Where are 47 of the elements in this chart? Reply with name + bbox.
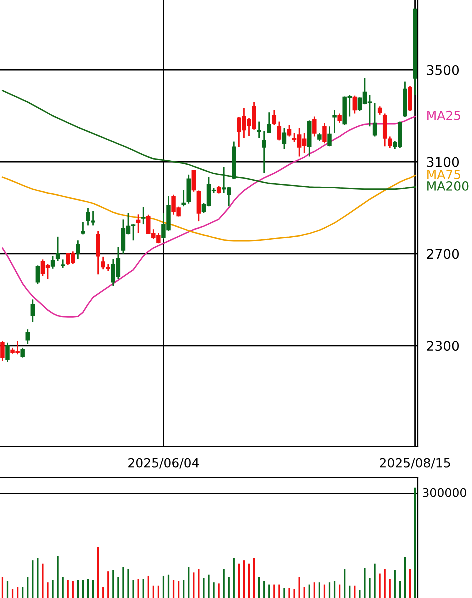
candlestick xyxy=(56,236,60,262)
candlestick xyxy=(182,189,186,208)
line-series xyxy=(2,116,416,318)
y-tick-label: 2700 xyxy=(427,249,460,260)
candlestick xyxy=(332,109,337,134)
candlestick xyxy=(91,210,96,226)
candlestick xyxy=(20,347,25,359)
y-tick-label: 3100 xyxy=(427,157,460,168)
line-series xyxy=(2,90,416,190)
candlestick xyxy=(267,112,272,134)
candlestick xyxy=(36,264,40,286)
candlestick xyxy=(287,124,292,138)
candlestick xyxy=(30,298,36,323)
candlestick xyxy=(328,126,332,148)
candlestick xyxy=(96,230,100,276)
candlestick xyxy=(282,128,287,150)
candlestick xyxy=(338,113,342,124)
candlestick xyxy=(86,207,90,226)
line-series xyxy=(2,175,416,242)
text: 300000 xyxy=(423,488,466,498)
candlestick xyxy=(322,122,327,144)
y-tick-label: 3500 xyxy=(427,65,460,76)
candlestick xyxy=(136,214,141,234)
candlestick xyxy=(352,95,358,114)
candlestick xyxy=(277,121,282,142)
candlestick xyxy=(50,256,56,270)
candlestick xyxy=(257,121,262,140)
candlestick xyxy=(192,169,196,193)
x-tick-label: 2025/08/15 xyxy=(380,458,450,469)
candlestick xyxy=(26,328,30,346)
y-tick-label: 2300 xyxy=(427,341,460,352)
candlestick xyxy=(372,102,378,138)
series-label: MA200 xyxy=(428,181,469,191)
candlestick xyxy=(408,85,412,112)
candlestick xyxy=(262,130,266,174)
candlestick xyxy=(6,342,10,363)
candlestick xyxy=(196,190,202,222)
candlestick xyxy=(272,109,277,126)
candlestick xyxy=(0,340,5,362)
candlestick xyxy=(141,206,146,226)
candlestick xyxy=(186,174,191,205)
series-label: MA25 xyxy=(428,110,460,120)
series-label: MA75 xyxy=(428,170,460,180)
candlestick xyxy=(76,240,80,260)
candlestick xyxy=(312,116,317,138)
candlestick xyxy=(81,222,86,236)
x-tick-label: 2025/06/04 xyxy=(128,458,200,469)
